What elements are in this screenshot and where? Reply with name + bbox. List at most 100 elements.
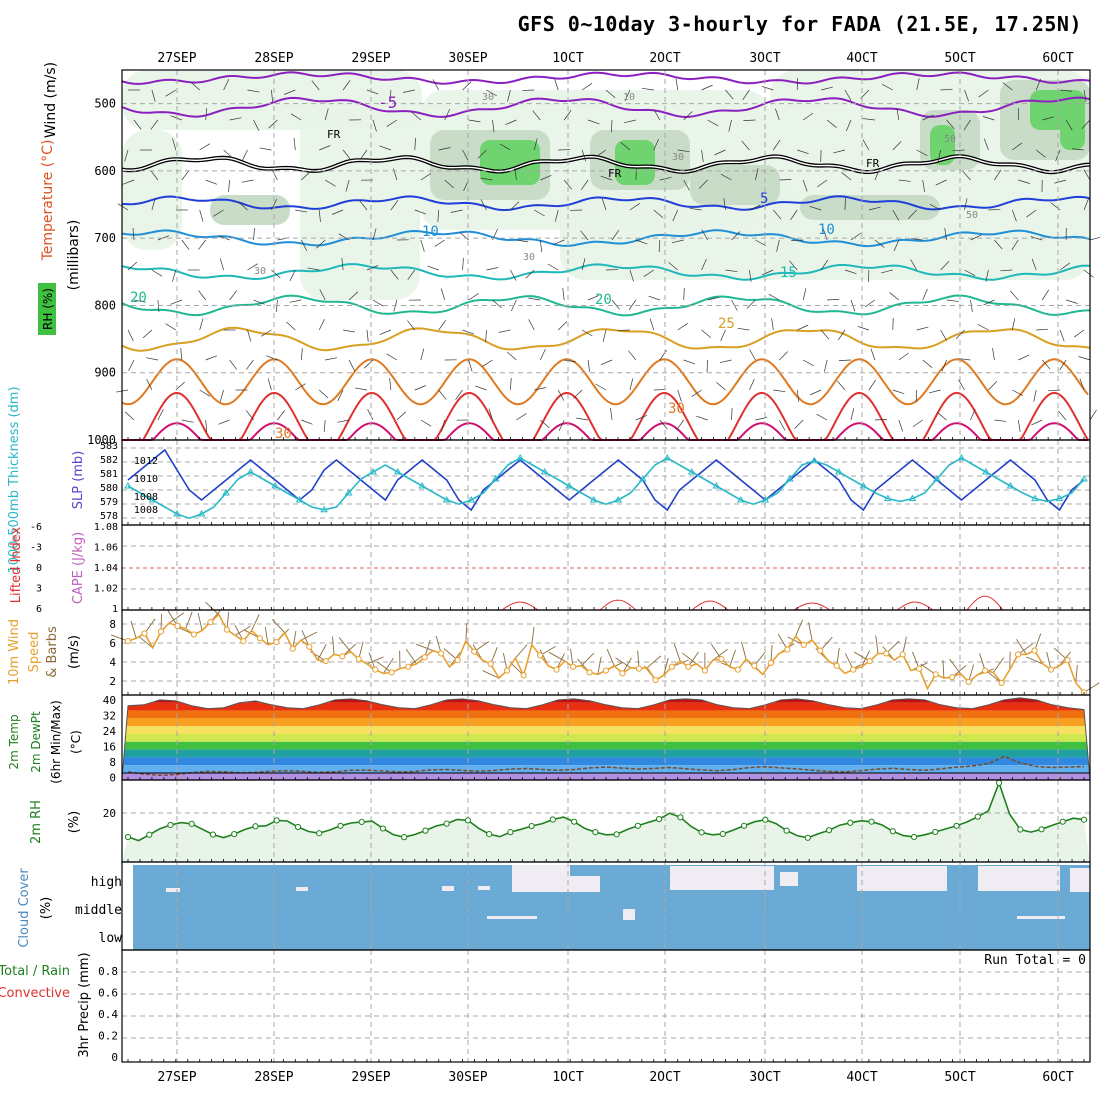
wind-barb bbox=[557, 321, 568, 331]
wind-barb bbox=[383, 658, 394, 674]
wind-speed-marker bbox=[569, 663, 577, 670]
wind-speed-marker bbox=[718, 656, 725, 663]
isotherm-10 bbox=[121, 229, 1091, 248]
rh2m-marker bbox=[443, 820, 450, 827]
precip-panel: 0.8 0.6 0.4 0.2 0 Run Total = 0 bbox=[98, 949, 1091, 1064]
rh2m-marker bbox=[209, 831, 217, 838]
wind-barb bbox=[238, 201, 248, 211]
wind-barb bbox=[942, 660, 945, 679]
slp-tick: 1012 bbox=[134, 456, 158, 467]
precip-axis-label: Total / Rain bbox=[0, 964, 70, 979]
wind-barb bbox=[323, 419, 326, 432]
wind-barb bbox=[941, 359, 947, 372]
precip-tick: 0.6 bbox=[98, 987, 118, 1000]
wind-barb bbox=[628, 350, 637, 361]
wind-barb bbox=[706, 359, 708, 373]
li-tick: -3 bbox=[30, 543, 42, 554]
wind-speed-marker bbox=[454, 657, 461, 664]
rh2m-marker bbox=[932, 828, 939, 836]
wind-barb bbox=[150, 119, 159, 130]
wind-barb bbox=[138, 636, 154, 649]
clear-sky bbox=[478, 886, 490, 890]
thickness-marker bbox=[638, 475, 647, 482]
wind-barb bbox=[151, 89, 156, 102]
wind-barb bbox=[922, 288, 928, 301]
wind-barb bbox=[992, 348, 995, 361]
wind-barb bbox=[689, 207, 702, 211]
wind-barb bbox=[985, 269, 989, 282]
wind-barb bbox=[714, 149, 726, 156]
wind-barb bbox=[988, 381, 997, 391]
wind-speed-marker bbox=[471, 648, 478, 655]
dewpoint-line bbox=[127, 755, 1085, 777]
wind-barb bbox=[1083, 169, 1091, 181]
wind-barb bbox=[910, 259, 918, 271]
wind-barb bbox=[648, 295, 660, 301]
wind-barb bbox=[539, 239, 543, 252]
wind-speed-marker bbox=[553, 666, 560, 673]
wind-speed-marker bbox=[586, 669, 593, 676]
wind-barb bbox=[988, 208, 1001, 211]
wind-barb bbox=[701, 258, 707, 271]
wind-barb bbox=[964, 269, 976, 276]
wind-barb bbox=[797, 324, 809, 331]
thickness-marker bbox=[687, 468, 696, 475]
wind-barb bbox=[366, 89, 379, 95]
wind-speed-marker bbox=[421, 654, 428, 661]
temp-axis-label: (6hr Min/Max) bbox=[49, 700, 63, 784]
clear-sky bbox=[978, 866, 1060, 891]
isotherm-label: 20 bbox=[595, 292, 612, 308]
wind-barb bbox=[325, 357, 338, 361]
wind-barb bbox=[808, 622, 813, 641]
wind-barb bbox=[580, 230, 589, 241]
wind-barb bbox=[1031, 258, 1037, 271]
wind-barb bbox=[229, 359, 238, 370]
wind-speed-marker bbox=[850, 666, 857, 673]
wind-barb bbox=[635, 239, 648, 245]
rh2m-marker bbox=[464, 817, 472, 824]
wind-barb bbox=[241, 149, 248, 161]
rh2m-marker bbox=[677, 814, 684, 821]
wind-barb bbox=[345, 179, 350, 192]
wind-barb bbox=[649, 318, 655, 331]
panel-frame bbox=[121, 949, 1091, 1063]
wind-barb bbox=[749, 378, 755, 391]
wind-barb bbox=[205, 108, 208, 121]
wind-barb bbox=[762, 269, 774, 276]
wind-tick: 8 bbox=[109, 618, 116, 631]
wind-barb bbox=[180, 348, 183, 361]
cloud-axis-label: Cloud Cover bbox=[17, 868, 32, 948]
wind-speed-marker bbox=[602, 667, 610, 674]
wind-barb bbox=[444, 108, 451, 121]
wind-barb bbox=[641, 87, 654, 91]
li-tick: 3 bbox=[36, 584, 42, 595]
temp-tick: 24 bbox=[103, 725, 117, 738]
wind-barb bbox=[844, 269, 857, 275]
wind-barb bbox=[157, 299, 160, 312]
wind-barb bbox=[507, 351, 517, 361]
wind-barb bbox=[434, 239, 445, 247]
wind-barb bbox=[407, 320, 416, 331]
below-zero-band bbox=[122, 773, 1090, 780]
temp-band bbox=[122, 741, 1090, 750]
rh2m-marker bbox=[486, 831, 493, 838]
wind-speed-marker bbox=[240, 638, 247, 645]
wind-barb bbox=[892, 389, 905, 395]
wind-barb bbox=[319, 289, 326, 301]
wind-speed-marker bbox=[372, 666, 379, 673]
wind-barb bbox=[372, 228, 377, 241]
isotherm-label: 20 bbox=[130, 290, 147, 306]
wind-barb bbox=[510, 378, 512, 391]
rh2m-marker bbox=[1059, 818, 1066, 825]
wind-barb bbox=[342, 80, 351, 91]
temp-tick: 8 bbox=[109, 756, 116, 769]
rh2m-marker bbox=[762, 816, 769, 823]
wind-barb bbox=[533, 138, 538, 151]
wind-barb bbox=[728, 119, 732, 132]
wind-tick: 4 bbox=[109, 656, 116, 669]
wind-barb bbox=[122, 179, 135, 185]
wind-barb bbox=[539, 348, 546, 361]
wind-barb bbox=[809, 389, 822, 396]
wind-barb bbox=[970, 408, 976, 421]
wind-barb bbox=[707, 296, 720, 301]
